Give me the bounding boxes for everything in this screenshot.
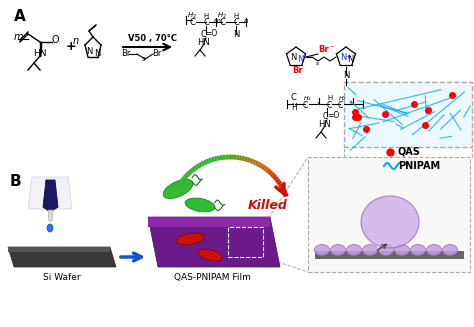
Text: s: s [142, 56, 146, 62]
Ellipse shape [315, 245, 329, 255]
Text: C: C [189, 18, 195, 27]
Text: s: s [316, 61, 319, 66]
Text: O: O [52, 35, 60, 45]
Polygon shape [43, 180, 58, 212]
Polygon shape [8, 247, 116, 267]
Text: s: s [317, 101, 320, 106]
Ellipse shape [330, 245, 346, 255]
Text: $^-$: $^-$ [328, 44, 335, 50]
Text: N: N [347, 55, 354, 64]
Text: +: + [301, 54, 307, 60]
Polygon shape [8, 247, 110, 252]
Text: +: + [66, 40, 77, 53]
Ellipse shape [394, 245, 410, 255]
Text: HN: HN [318, 120, 331, 129]
Ellipse shape [363, 245, 377, 255]
Text: m: m [14, 32, 24, 42]
FancyBboxPatch shape [344, 82, 472, 147]
Text: m: m [214, 18, 221, 24]
FancyBboxPatch shape [315, 251, 463, 258]
Text: $H_2$: $H_2$ [303, 94, 312, 103]
Ellipse shape [443, 245, 457, 255]
Text: t: t [350, 101, 353, 106]
Polygon shape [28, 177, 72, 209]
Text: Killed: Killed [248, 199, 288, 212]
Ellipse shape [427, 245, 441, 255]
Text: Br: Br [292, 66, 302, 75]
Text: N: N [340, 53, 346, 62]
Ellipse shape [361, 196, 419, 248]
Text: H: H [203, 13, 209, 19]
Text: Si Wafer: Si Wafer [43, 273, 81, 282]
Text: C: C [338, 101, 343, 110]
FancyBboxPatch shape [308, 157, 470, 272]
Text: C: C [303, 101, 308, 110]
Ellipse shape [346, 245, 362, 255]
Text: n: n [73, 36, 79, 46]
Ellipse shape [47, 224, 53, 232]
Polygon shape [148, 217, 280, 267]
Ellipse shape [198, 249, 222, 261]
Text: N: N [94, 49, 100, 58]
Text: H: H [291, 103, 297, 112]
Ellipse shape [176, 233, 204, 245]
Text: B: B [10, 174, 22, 189]
Text: =O: =O [205, 29, 217, 38]
Text: HN: HN [197, 38, 210, 47]
Text: =O: =O [327, 111, 339, 120]
Text: N: N [297, 55, 303, 64]
Text: N: N [343, 71, 349, 80]
Text: C: C [219, 18, 225, 27]
Text: Br: Br [152, 49, 161, 58]
Text: C: C [203, 18, 209, 27]
Polygon shape [148, 217, 270, 227]
Ellipse shape [379, 245, 393, 255]
Ellipse shape [185, 198, 215, 212]
Text: C: C [233, 18, 239, 27]
Text: N: N [290, 53, 296, 62]
Text: C: C [327, 101, 332, 110]
Text: V50 , 70°C: V50 , 70°C [128, 34, 177, 43]
Text: H: H [327, 95, 332, 101]
Ellipse shape [410, 245, 426, 255]
Text: PNIPAM: PNIPAM [398, 161, 440, 171]
Text: $H_2$: $H_2$ [187, 11, 197, 21]
Text: N: N [86, 47, 92, 56]
Ellipse shape [163, 180, 193, 198]
Polygon shape [48, 210, 53, 221]
Text: Br: Br [121, 49, 130, 58]
Text: QAS: QAS [398, 147, 421, 157]
Text: C: C [201, 30, 207, 39]
Text: C: C [323, 112, 328, 121]
Text: $H_2$: $H_2$ [338, 94, 347, 103]
Text: $H_2$: $H_2$ [217, 11, 227, 21]
Text: N: N [233, 30, 239, 39]
Text: Br: Br [318, 45, 328, 54]
Text: H: H [233, 13, 238, 19]
Text: QAS-PNIPAM Film: QAS-PNIPAM Film [173, 273, 250, 282]
Text: +: + [345, 54, 351, 60]
Text: HN: HN [33, 49, 46, 58]
Text: C: C [291, 93, 297, 102]
Text: A: A [14, 9, 26, 24]
Text: n: n [244, 18, 248, 24]
